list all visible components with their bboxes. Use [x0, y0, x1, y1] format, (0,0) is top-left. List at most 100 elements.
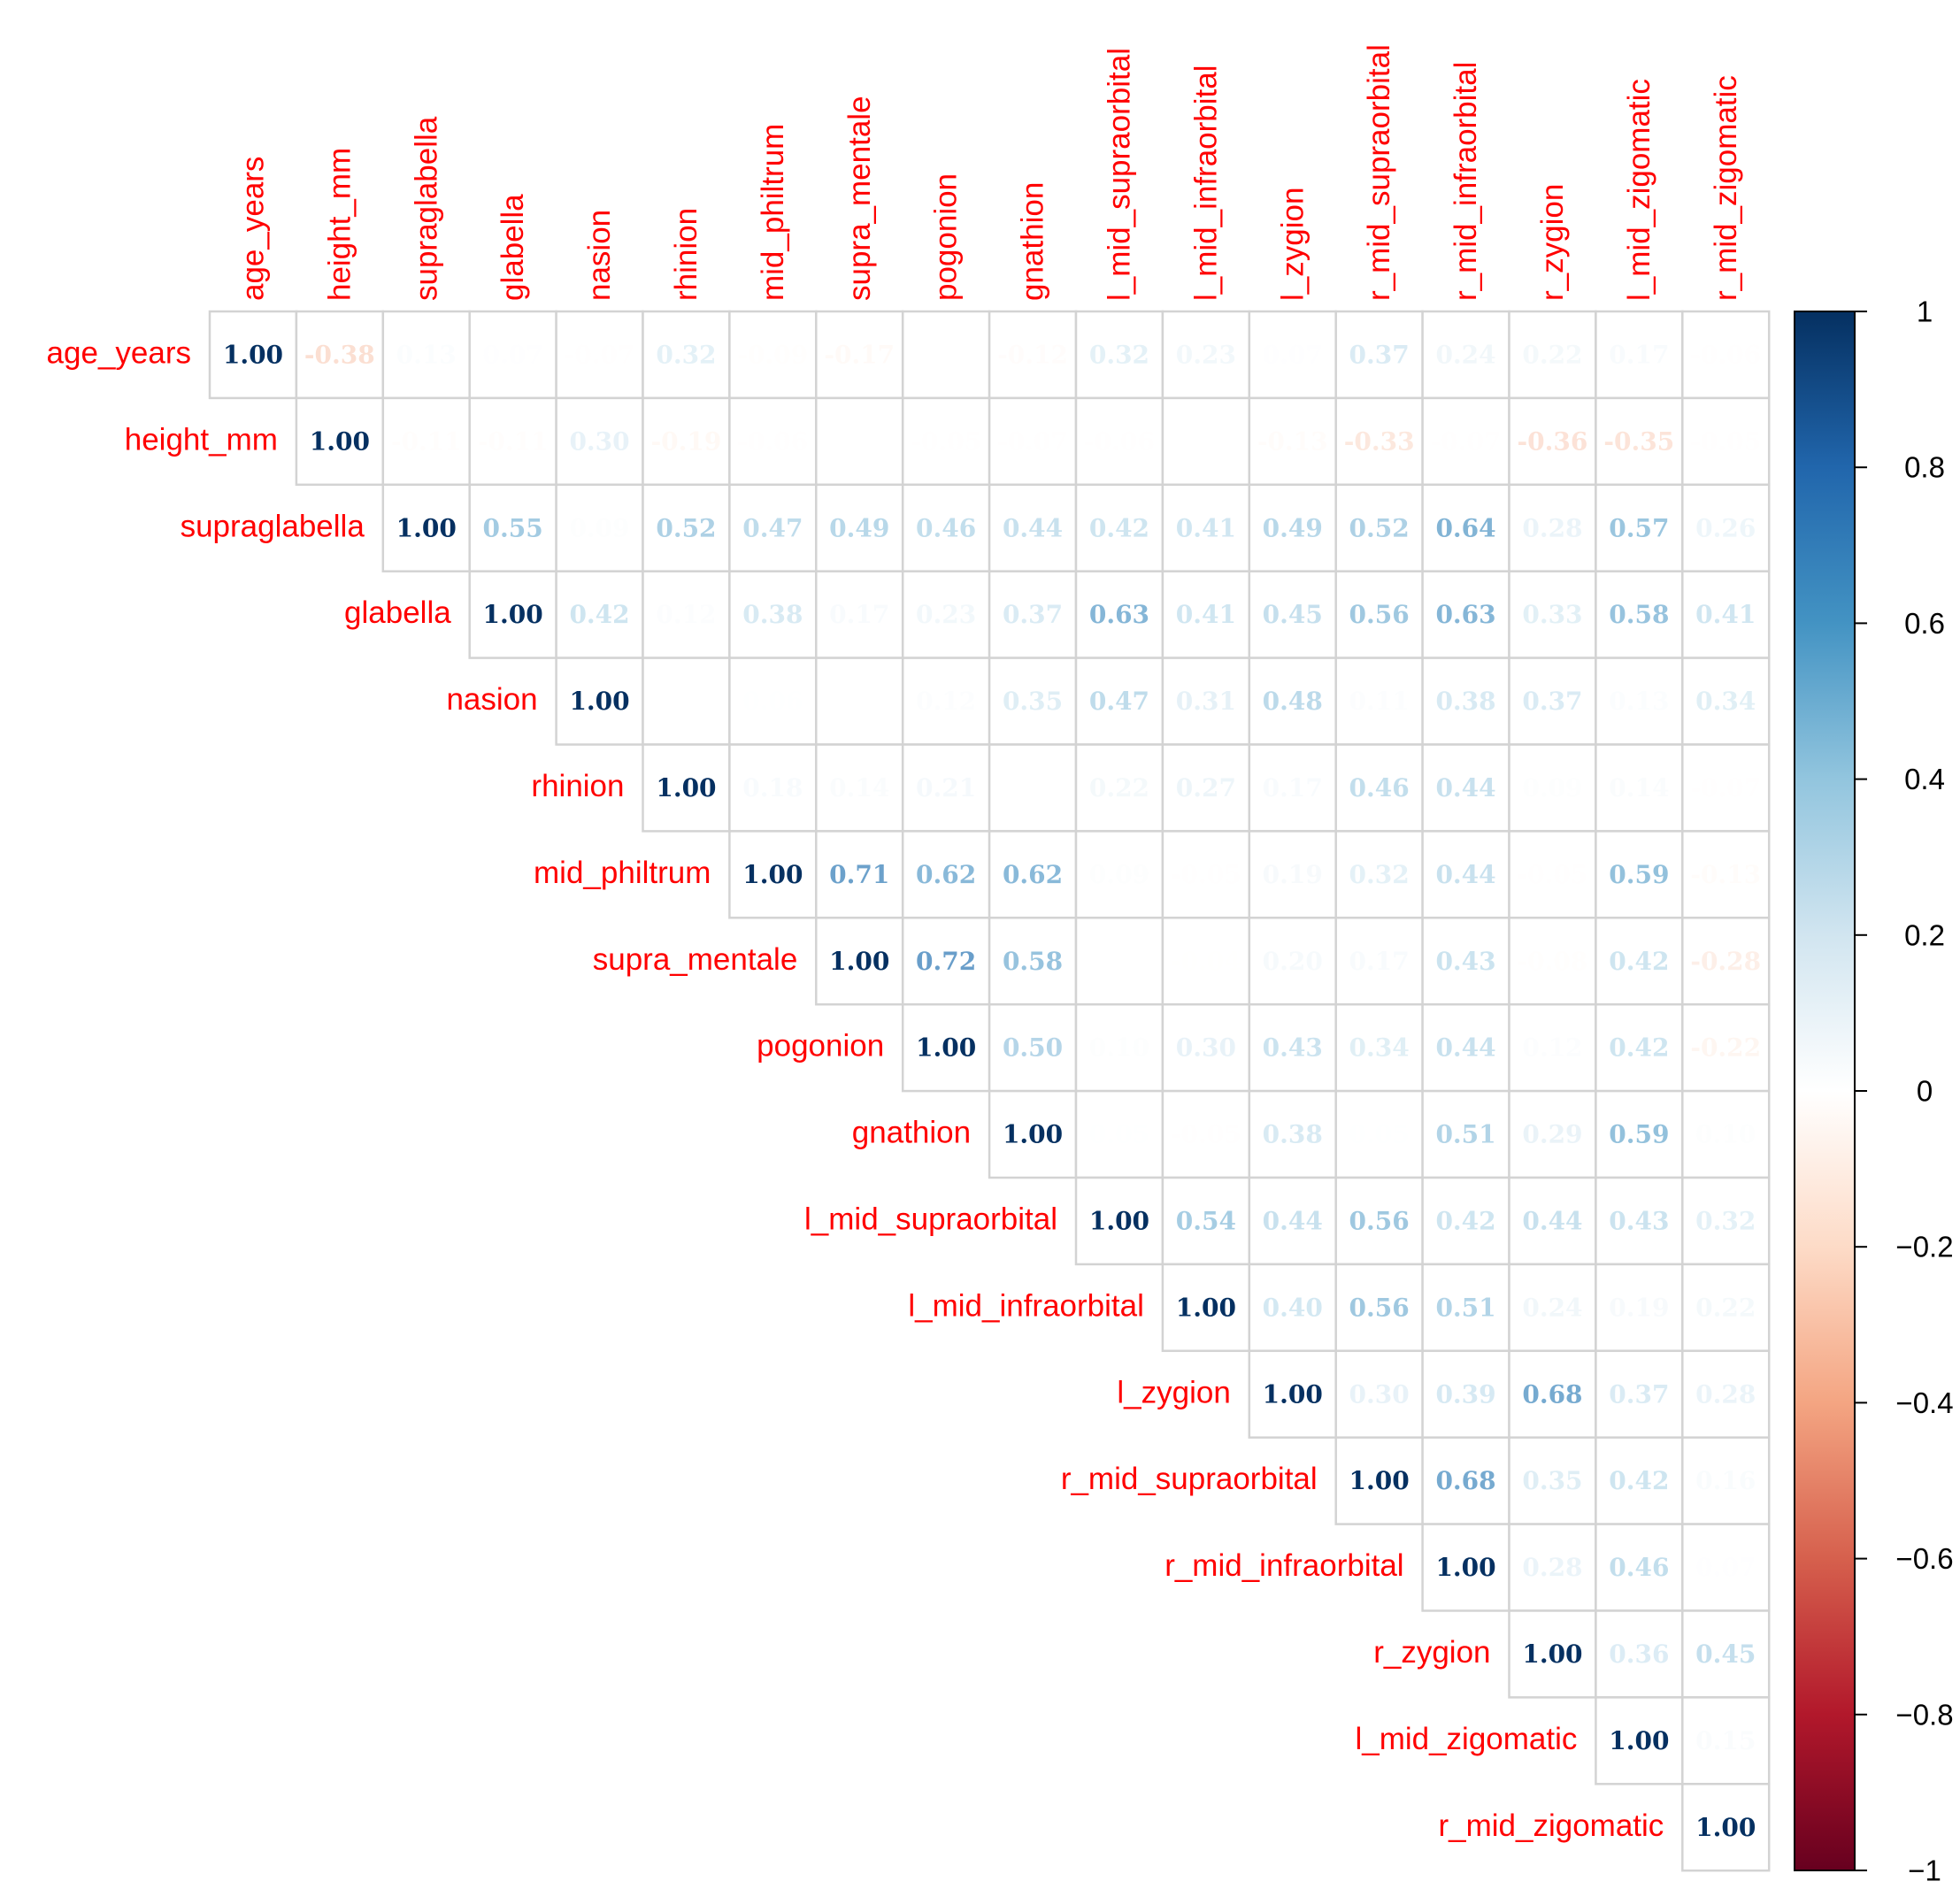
cell-value-supraglabella-l_mid_supraorbital: 0.42	[1089, 513, 1149, 542]
cell-value-l_zygion-r_mid_infraorbital: 0.39	[1435, 1379, 1495, 1409]
cell-age_years-r_zygion	[1508, 310, 1597, 400]
cell-supraglabella-mid_philtrum	[728, 483, 818, 572]
cell-value-rhinion-rhinion: 1.00	[656, 773, 716, 802]
cell-value-height_mm-r_mid_zigomatic: -0.05	[1690, 426, 1761, 456]
cell-value-r_mid_infraorbital-r_mid_zigomatic: 0.07	[1695, 1553, 1756, 1582]
cell-pogonion-r_mid_infraorbital	[1421, 1002, 1510, 1093]
cell-value-l_mid_supraorbital-l_mid_zigomatic: 0.43	[1609, 1206, 1669, 1235]
cell-value-rhinion-l_mid_supraorbital: 0.22	[1089, 773, 1149, 802]
cell-value-height_mm-gnathion: -0.07	[997, 426, 1068, 456]
row-label-nasion: nasion	[446, 682, 537, 717]
cell-value-l_mid_supraorbital-r_mid_supraorbital: 0.56	[1349, 1206, 1410, 1235]
cell-value-gnathion-r_mid_infraorbital: 0.51	[1435, 1120, 1495, 1149]
cell-value-mid_philtrum-r_mid_supraorbital: 0.32	[1349, 860, 1410, 889]
cell-value-supra_mentale-l_mid_infraorbital: -0.04	[1171, 947, 1241, 976]
row-label-pogonion: pogonion	[757, 1029, 884, 1064]
cell-glabella-r_mid_zigomatic	[1681, 570, 1771, 659]
cell-r_zygion-l_mid_zigomatic	[1595, 1609, 1684, 1699]
cell-value-glabella-gnathion: 0.37	[1003, 600, 1063, 629]
row-label-r_mid_supraorbital: r_mid_supraorbital	[1061, 1462, 1318, 1496]
cell-value-supraglabella-glabella: 0.55	[483, 513, 543, 542]
cell-height_mm-gnathion	[988, 396, 1078, 487]
cell-value-r_mid_supraorbital-r_mid_supraorbital: 1.00	[1349, 1466, 1410, 1495]
column-label-rhinion: rhinion	[669, 208, 703, 301]
colorbar-gradient	[1794, 311, 1856, 1871]
row-label-supra_mentale: supra_mentale	[593, 942, 798, 977]
row-label-height_mm: height_mm	[125, 422, 278, 457]
cell-value-supraglabella-supraglabella: 1.00	[396, 513, 457, 542]
cell-value-supraglabella-l_zygion: 0.49	[1263, 513, 1323, 542]
cell-value-glabella-l_zygion: 0.45	[1263, 600, 1323, 629]
cell-age_years-r_mid_supraorbital	[1334, 310, 1424, 400]
cell-value-height_mm-r_zygion: -0.36	[1518, 426, 1588, 456]
cell-age_years-l_mid_zigomatic	[1595, 310, 1684, 400]
cell-value-supraglabella-r_mid_infraorbital: 0.64	[1435, 513, 1495, 542]
column-label-pogonion: pogonion	[929, 173, 964, 301]
cell-value-pogonion-l_mid_supraorbital: 0.10	[1089, 1033, 1149, 1063]
cell-value-mid_philtrum-r_zygion: -0.05	[1518, 860, 1588, 889]
cell-age_years-age_years	[208, 310, 298, 400]
cell-rhinion-r_mid_infraorbital	[1421, 743, 1510, 833]
cell-value-glabella-r_mid_infraorbital: 0.63	[1435, 600, 1495, 629]
row-label-l_mid_supraorbital: l_mid_supraorbital	[804, 1202, 1057, 1237]
colorbar-tick-label: −1	[1908, 1854, 1941, 1887]
cell-gnathion-gnathion	[988, 1089, 1078, 1179]
cell-value-glabella-r_mid_supraorbital: 0.56	[1349, 600, 1410, 629]
cell-value-supra_mentale-l_mid_zigomatic: 0.42	[1609, 947, 1669, 976]
cell-pogonion-l_zygion	[1248, 1002, 1337, 1093]
cell-supraglabella-gnathion	[988, 483, 1078, 572]
cell-nasion-l_zygion	[1248, 657, 1337, 746]
cell-value-r_mid_supraorbital-l_mid_zigomatic: 0.42	[1609, 1466, 1669, 1495]
cell-value-r_mid_supraorbital-r_mid_infraorbital: 0.68	[1435, 1466, 1495, 1495]
cell-glabella-r_zygion	[1508, 570, 1597, 659]
cell-height_mm-supraglabella	[381, 396, 471, 487]
cell-value-rhinion-pogonion: 0.21	[916, 773, 976, 802]
cell-pogonion-pogonion	[901, 1002, 991, 1093]
cell-age_years-glabella	[468, 310, 557, 400]
cell-value-age_years-l_mid_supraorbital: 0.32	[1089, 340, 1149, 369]
cell-r_zygion-r_zygion	[1508, 1609, 1597, 1699]
cell-value-nasion-mid_philtrum: 0.06	[742, 687, 803, 716]
cell-value-pogonion-r_zygion: 0.12	[1522, 1033, 1582, 1063]
cell-value-l_zygion-l_zygion: 1.00	[1263, 1379, 1323, 1409]
cell-value-rhinion-l_zygion: 0.17	[1263, 773, 1323, 802]
cell-value-rhinion-r_zygion: 0.09	[1522, 773, 1582, 802]
cell-value-age_years-supraglabella: 0.13	[396, 340, 457, 369]
cell-value-r_mid_supraorbital-r_zygion: 0.35	[1522, 1466, 1582, 1495]
column-label-r_mid_zigomatic: r_mid_zigomatic	[1709, 75, 1743, 301]
colorbar: 1 0.8 0.6 0.4 0.2 0 −0.2 −0.4 −0.6 −0.8 −1	[1794, 296, 1954, 1887]
colorbar-tick-label: −0.8	[1895, 1698, 1953, 1731]
colorbar-tick-label: 0.4	[1904, 763, 1945, 795]
cell-glabella-r_mid_infraorbital	[1421, 570, 1510, 659]
cell-pogonion-r_mid_supraorbital	[1334, 1002, 1424, 1093]
cell-height_mm-glabella	[468, 396, 557, 487]
row-label-mid_philtrum: mid_philtrum	[534, 856, 711, 890]
cell-glabella-gnathion	[988, 570, 1078, 659]
cell-value-height_mm-r_mid_infraorbital: -0.07	[1431, 426, 1502, 456]
cell-value-l_mid_infraorbital-r_mid_zigomatic: 0.22	[1695, 1293, 1756, 1322]
cell-glabella-l_zygion	[1248, 570, 1337, 659]
cell-value-gnathion-r_mid_supraorbital: 0.05	[1349, 1120, 1410, 1149]
cell-value-pogonion-l_zygion: 0.43	[1263, 1033, 1323, 1063]
cell-value-nasion-l_mid_infraorbital: 0.31	[1176, 687, 1236, 716]
cell-value-height_mm-supraglabella: -0.11	[391, 426, 462, 456]
cell-pogonion-l_mid_supraorbital	[1074, 1002, 1164, 1093]
cell-nasion-r_mid_zigomatic	[1681, 657, 1771, 746]
cell-value-pogonion-r_mid_supraorbital: 0.34	[1349, 1033, 1410, 1063]
cell-value-age_years-height_mm: -0.38	[304, 340, 375, 369]
cell-supra_mentale-r_mid_supraorbital	[1334, 917, 1424, 1006]
cell-value-r_zygion-r_mid_zigomatic: 0.45	[1695, 1639, 1756, 1669]
cell-value-pogonion-l_mid_zigomatic: 0.42	[1609, 1033, 1669, 1063]
cell-value-glabella-pogonion: 0.23	[916, 600, 976, 629]
cell-value-nasion-r_zygion: 0.37	[1522, 687, 1582, 716]
cell-nasion-pogonion	[901, 657, 991, 746]
cell-nasion-rhinion	[642, 657, 731, 746]
cell-supraglabella-nasion	[555, 483, 644, 572]
cell-value-pogonion-l_mid_infraorbital: 0.30	[1176, 1033, 1236, 1063]
cell-value-rhinion-gnathion: 0.03	[1003, 773, 1063, 802]
cell-supra_mentale-r_mid_infraorbital	[1421, 917, 1510, 1006]
column-label-supraglabella: supraglabella	[409, 116, 443, 301]
cell-age_years-height_mm	[295, 310, 385, 400]
cell-value-age_years-l_zygion: 0.07	[1263, 340, 1323, 369]
cell-value-gnathion-gnathion: 1.00	[1003, 1120, 1063, 1149]
